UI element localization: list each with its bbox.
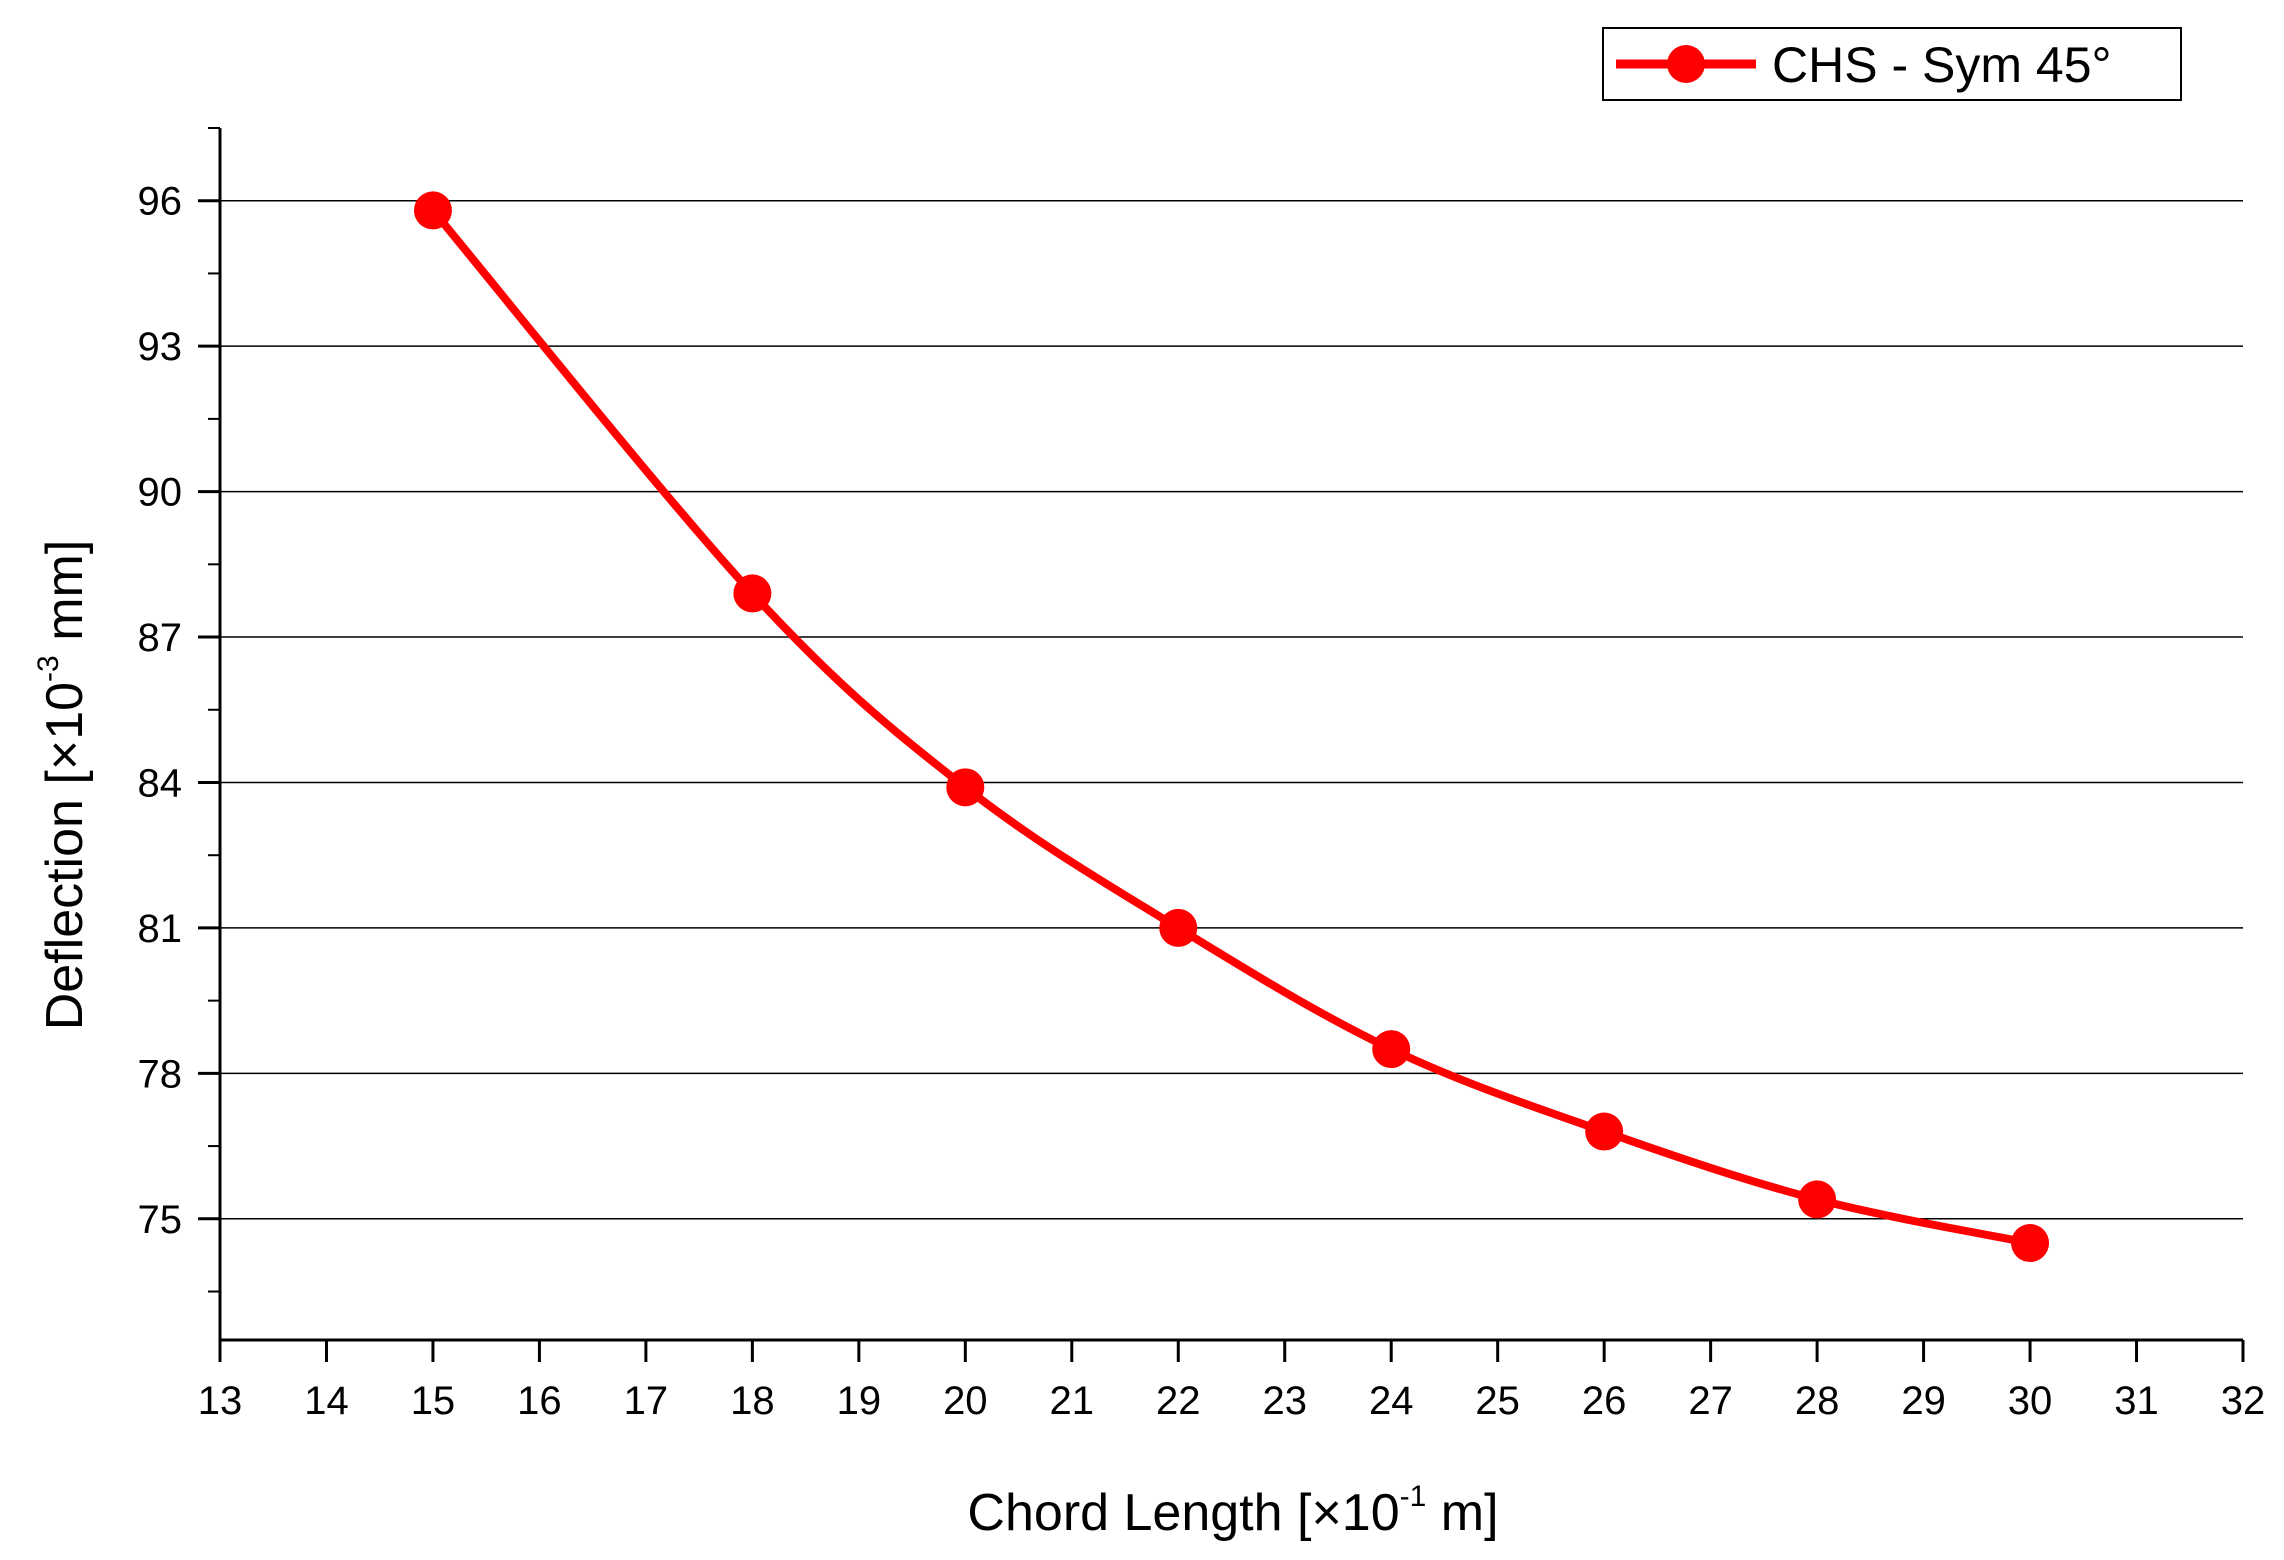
x-tick-label: 26 (1582, 1379, 1627, 1423)
grid-lines (220, 199, 2243, 1220)
y-tick-label: 96 (138, 180, 183, 224)
series-line (428, 206, 2035, 1248)
x-tick-label: 31 (2114, 1379, 2159, 1423)
x-axis-title-superscript: -1 (1400, 1480, 1427, 1513)
x-tick-label: 18 (730, 1379, 775, 1423)
y-tick-label: 81 (138, 907, 183, 951)
x-tick-label: 32 (2221, 1379, 2266, 1423)
y-tick-label: 75 (138, 1198, 183, 1242)
x-tick-label: 13 (198, 1379, 243, 1423)
data-point (946, 768, 985, 807)
x-axis-title-unit: m] (1426, 1484, 1498, 1542)
x-tick-label: 15 (411, 1379, 456, 1423)
x-tick-label: 21 (1050, 1379, 1095, 1423)
y-tick-labels: 75 78 81 84 87 90 93 96 (138, 180, 183, 1242)
data-point (1798, 1180, 1837, 1219)
x-tick-label: 24 (1369, 1379, 1414, 1423)
y-tick-label: 90 (138, 471, 183, 515)
data-point (1159, 908, 1198, 947)
x-tick-label: 25 (1475, 1379, 1520, 1423)
x-tick-label: 20 (943, 1379, 988, 1423)
x-tick-labels: 13 14 15 16 17 18 19 20 21 22 23 24 25 26 27 28 29 30 31 32 (198, 1379, 2266, 1423)
data-point (413, 191, 452, 230)
x-tick-label: 14 (304, 1379, 349, 1423)
x-tick-label: 29 (1901, 1379, 1946, 1423)
y-axis-title: Deflection [×10-3 mm] (32, 540, 94, 1031)
x-tick-label: 23 (1262, 1379, 1307, 1423)
legend-label: CHS - Sym 45° (1772, 37, 2112, 93)
x-tick-label: 30 (2008, 1379, 2053, 1423)
data-point (1372, 1030, 1411, 1069)
x-tick-label: 28 (1795, 1379, 1840, 1423)
x-tick-label: 16 (517, 1379, 562, 1423)
series-layer (413, 191, 2050, 1263)
x-axis-title: Chord Length [×10-1 m] (967, 1480, 1498, 1542)
x-tick-label: 19 (837, 1379, 882, 1423)
x-tick-label: 17 (624, 1379, 669, 1423)
y-axis-title-superscript: -3 (32, 655, 65, 682)
y-tick-label: 78 (138, 1052, 183, 1096)
y-tick-label: 84 (138, 761, 183, 805)
data-point (1585, 1112, 1624, 1151)
axes (198, 127, 2245, 1362)
y-axis-title-main: Deflection [×10 (36, 682, 94, 1030)
x-axis-title-main: Chord Length [×10 (967, 1484, 1399, 1542)
y-tick-label: 87 (138, 616, 183, 660)
legend-marker (1667, 45, 1705, 83)
y-tick-label: 93 (138, 325, 183, 369)
data-point (2011, 1224, 2050, 1263)
data-point (733, 574, 772, 613)
legend: CHS - Sym 45° (1602, 27, 2182, 101)
x-tick-label: 22 (1156, 1379, 1201, 1423)
y-axis-title-unit: mm] (36, 540, 94, 656)
x-tick-label: 27 (1688, 1379, 1733, 1423)
